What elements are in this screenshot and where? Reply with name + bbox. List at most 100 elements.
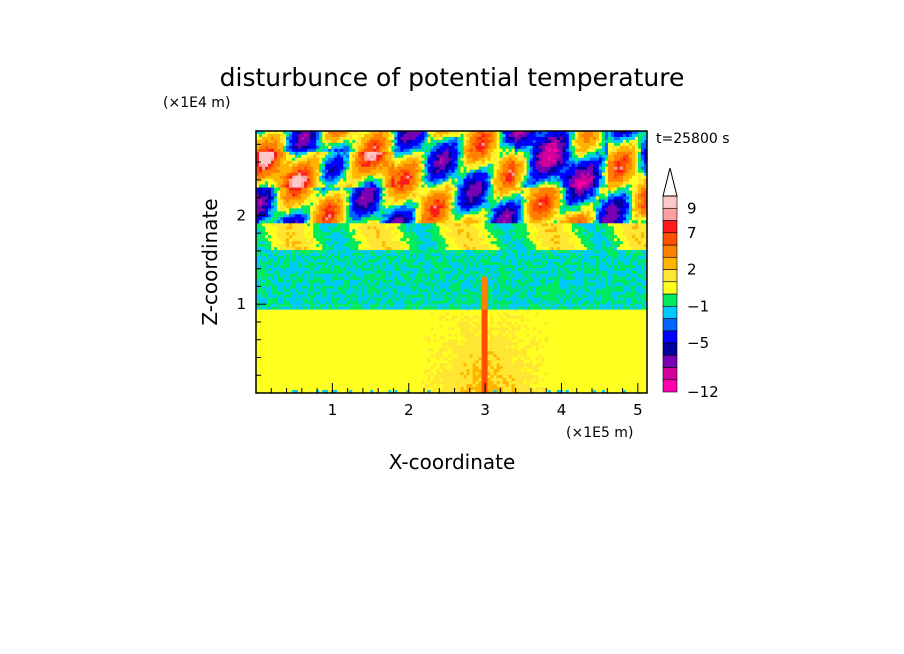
heatmap-cell [340,139,344,144]
heatmap-cell [283,229,287,233]
heatmap-cell [442,163,447,168]
heatmap-cell [418,157,423,162]
heatmap-cell [634,187,639,192]
heatmap-cell [316,214,320,218]
heatmap-cell [622,193,627,198]
heatmap-cell [382,181,386,186]
heatmap-cell [358,148,362,153]
heatmap-cell [349,154,353,159]
heatmap-cell [307,214,311,218]
heatmap-cell [595,208,600,212]
heatmap-cell [301,190,305,195]
heatmap-cell [373,232,377,236]
heatmap-cell [550,217,555,221]
heatmap-cell [619,196,624,201]
heatmap-cell [418,160,423,165]
heatmap-cell [349,235,353,239]
heatmap-cell [313,154,317,159]
heatmap-cell [343,160,347,165]
heatmap-cell [514,211,519,215]
heatmap-cell [361,196,365,201]
heatmap-cell [400,232,404,236]
heatmap-cell [319,214,323,218]
heatmap-cell [625,139,630,144]
heatmap-cell [259,223,263,227]
heatmap-cell [541,199,546,204]
heatmap-cell [394,160,398,165]
heatmap-cell [385,142,389,147]
heatmap-cell [472,163,477,168]
heatmap-cell [529,199,534,204]
heatmap-cell [472,187,477,192]
heatmap-cell [598,202,603,207]
heatmap-cell [406,193,410,198]
heatmap-cell [310,199,314,204]
heatmap-cell [517,166,522,171]
heatmap-cell [442,205,447,210]
heatmap-cell [331,187,335,192]
heatmap-cell [277,232,281,236]
heatmap-cell [424,178,429,183]
heatmap-cell [622,190,627,195]
heatmap-cell [508,223,513,227]
heatmap-cell [604,223,609,227]
heatmap-cell [268,214,272,218]
heatmap-cell [256,241,260,245]
heatmap-cell [499,154,504,159]
heatmap-cell [283,205,287,210]
heatmap-cell [346,229,350,233]
heatmap-cell [589,139,594,144]
heatmap-cell [634,238,639,242]
heatmap-cell [463,208,468,212]
heatmap-cell [271,193,275,198]
heatmap-cell [601,196,606,201]
heatmap-cell [478,217,483,221]
heatmap-cell [541,205,546,210]
heatmap-cell [460,148,465,153]
heatmap-cell [403,139,407,144]
heatmap-cell [427,208,432,212]
heatmap-cell [373,193,377,198]
heatmap-cell [577,202,582,207]
heatmap-cell [361,139,365,144]
heatmap-cell [412,178,417,183]
heatmap-cell [538,187,543,192]
heatmap-cell [487,211,492,215]
heatmap-cell [496,142,501,147]
heatmap-cell [643,163,647,168]
heatmap-cell [340,160,344,165]
heatmap-cell [640,211,645,215]
heatmap-cell [259,187,263,192]
heatmap-cell [433,157,438,162]
heatmap-cell [544,187,549,192]
heatmap-cell [433,163,438,168]
heatmap-cell [343,154,347,159]
heatmap-cell [499,145,504,150]
heatmap-cell [421,145,426,150]
heatmap-cell [319,193,323,198]
heatmap-cell [463,214,468,218]
heatmap-cell [262,136,266,141]
heatmap-cell [349,172,353,177]
heatmap-cell [442,139,447,144]
heatmap-cell [490,154,495,159]
heatmap-cell [610,151,615,156]
heatmap-cell [439,175,444,180]
heatmap-cell [376,208,380,212]
heatmap-cell [346,217,350,221]
heatmap-cell [595,223,600,227]
heatmap-cell [373,181,377,186]
heatmap-cell [442,229,447,233]
heatmap-cell [628,241,633,245]
heatmap-cell [529,166,534,171]
heatmap-cell [448,199,453,204]
heatmap-cell [295,154,299,159]
heatmap-cell [517,235,522,239]
heatmap-cell [394,223,398,227]
heatmap-cell [304,232,308,236]
heatmap-cell [376,163,380,168]
heatmap-cell [562,178,567,183]
heatmap-cell [520,178,525,183]
heatmap-cell [526,175,531,180]
heatmap-cell [484,187,489,192]
